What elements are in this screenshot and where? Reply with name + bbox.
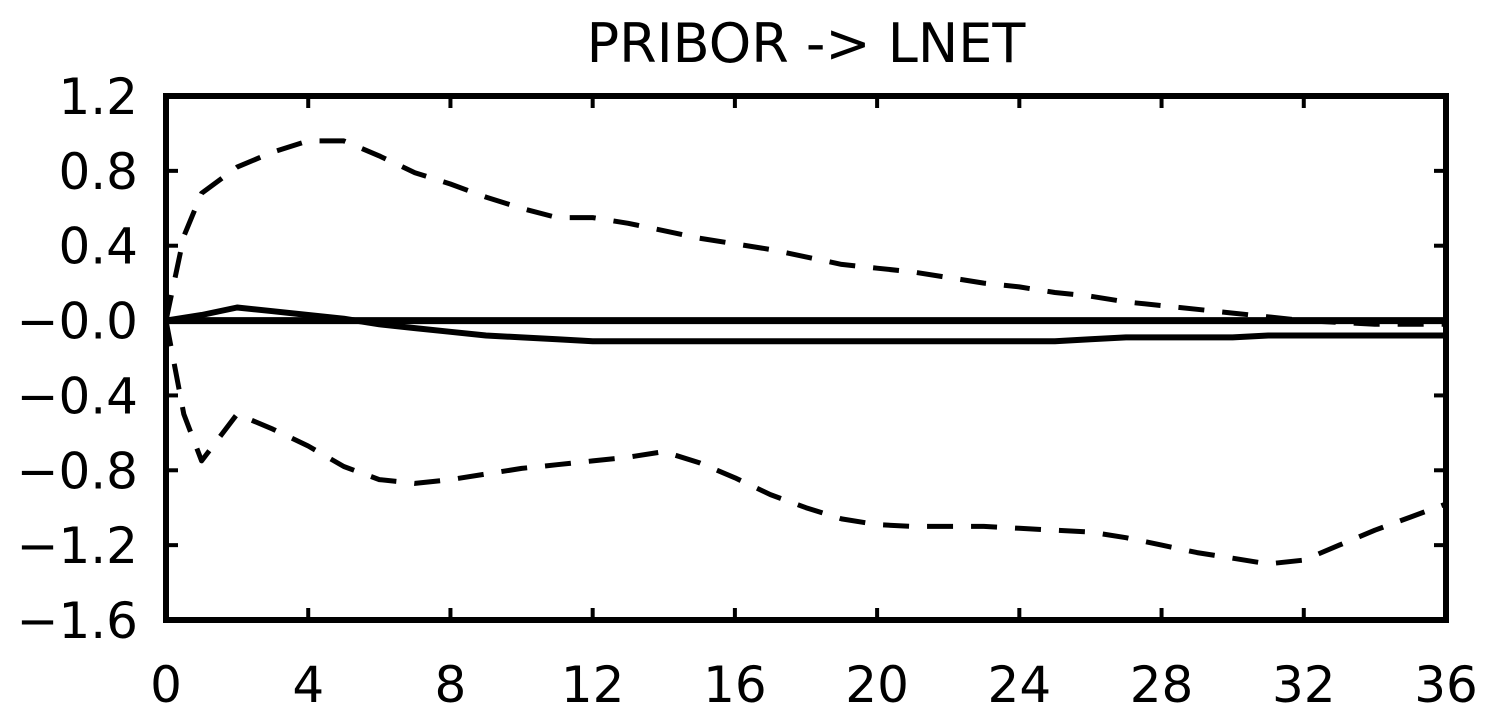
x-tick-label-0: 0 [150, 656, 182, 714]
y-tick-label-2: 0.4 [58, 218, 138, 276]
x-tick-label-4: 4 [292, 656, 324, 714]
x-tick-label-8: 8 [435, 656, 467, 714]
x-tick-layer: 0 4 8 12 16 20 24 28 32 36 [150, 96, 1478, 714]
y-tick-label-1: 0.8 [58, 143, 138, 201]
x-tick-label-32: 32 [1272, 656, 1336, 714]
x-tick-label-12: 12 [561, 656, 625, 714]
y-tick-label-4: −0.4 [17, 367, 138, 425]
y-tick-label-3: −0.0 [17, 293, 138, 351]
y-tick-label-5: −0.8 [17, 442, 138, 500]
y-tick-label-0: 1.2 [58, 68, 138, 126]
series-line-1-solid [165, 304, 1446, 345]
plot-frame [163, 93, 1449, 623]
x-tick-label-16: 16 [703, 656, 767, 714]
x-tick-label-20: 20 [845, 656, 909, 714]
x-tick-label-36: 36 [1414, 656, 1478, 714]
series-line-2-dashed [163, 138, 1446, 327]
plot-frame-layer [163, 93, 1449, 623]
series-layer [163, 138, 1447, 567]
chart-title: PRIBOR -> LNET [587, 12, 1027, 75]
x-tick-label-28: 28 [1130, 656, 1194, 714]
y-tick-label-6: −1.2 [17, 517, 138, 575]
series-line-3-dashed [163, 320, 1447, 567]
y-tick-layer: 1.2 0.8 0.4 −0.0 −0.4 −0.8 −1.2 −1.6 [17, 68, 1446, 650]
y-tick-label-7: −1.6 [17, 592, 138, 650]
x-tick-label-24: 24 [988, 656, 1052, 714]
